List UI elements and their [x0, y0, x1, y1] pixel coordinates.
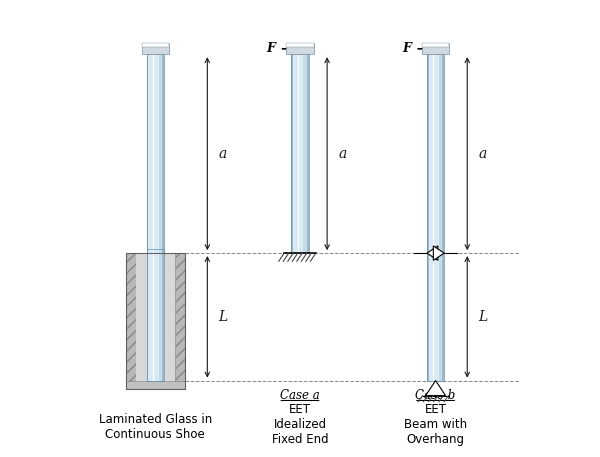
Bar: [147, 54, 164, 253]
Bar: [292, 54, 308, 253]
Bar: [292, 54, 293, 253]
Bar: [427, 54, 444, 381]
Text: F: F: [266, 43, 275, 55]
Text: Case b: Case b: [415, 389, 456, 402]
Bar: [154, 54, 159, 253]
Bar: [286, 43, 314, 54]
Polygon shape: [427, 246, 438, 260]
Bar: [154, 249, 159, 381]
Bar: [126, 381, 185, 389]
Bar: [148, 249, 153, 381]
Bar: [142, 43, 169, 48]
Text: a: a: [218, 147, 227, 161]
Bar: [147, 249, 148, 381]
Text: EET
Beam with
Overhang: EET Beam with Overhang: [404, 403, 467, 446]
Bar: [422, 43, 449, 48]
Bar: [427, 54, 428, 381]
Bar: [159, 54, 162, 253]
Text: F: F: [402, 43, 411, 55]
Text: a: a: [338, 147, 347, 161]
Bar: [286, 43, 314, 48]
Bar: [422, 43, 449, 54]
Bar: [148, 54, 153, 253]
Bar: [153, 249, 154, 381]
Bar: [428, 54, 433, 381]
Bar: [136, 253, 175, 381]
Bar: [126, 253, 136, 389]
Bar: [162, 54, 164, 253]
Bar: [307, 54, 308, 253]
Bar: [299, 54, 304, 253]
Bar: [126, 253, 185, 389]
Bar: [439, 54, 442, 381]
Bar: [298, 54, 299, 253]
Bar: [142, 43, 169, 54]
Bar: [434, 54, 439, 381]
Text: Laminated Glass in
Continuous Shoe: Laminated Glass in Continuous Shoe: [99, 413, 212, 441]
Bar: [442, 54, 444, 381]
Polygon shape: [433, 246, 444, 260]
Bar: [153, 54, 154, 253]
Text: L: L: [479, 310, 488, 324]
Text: Case a: Case a: [280, 389, 320, 402]
Bar: [162, 249, 164, 381]
Polygon shape: [425, 381, 446, 395]
Bar: [175, 253, 185, 389]
Text: L: L: [218, 310, 228, 324]
Text: EET
Idealized
Fixed End: EET Idealized Fixed End: [272, 403, 328, 446]
Bar: [147, 249, 164, 381]
Bar: [433, 54, 434, 381]
Bar: [159, 249, 162, 381]
Bar: [147, 54, 148, 253]
Text: a: a: [479, 147, 487, 161]
Bar: [304, 54, 307, 253]
Bar: [293, 54, 298, 253]
